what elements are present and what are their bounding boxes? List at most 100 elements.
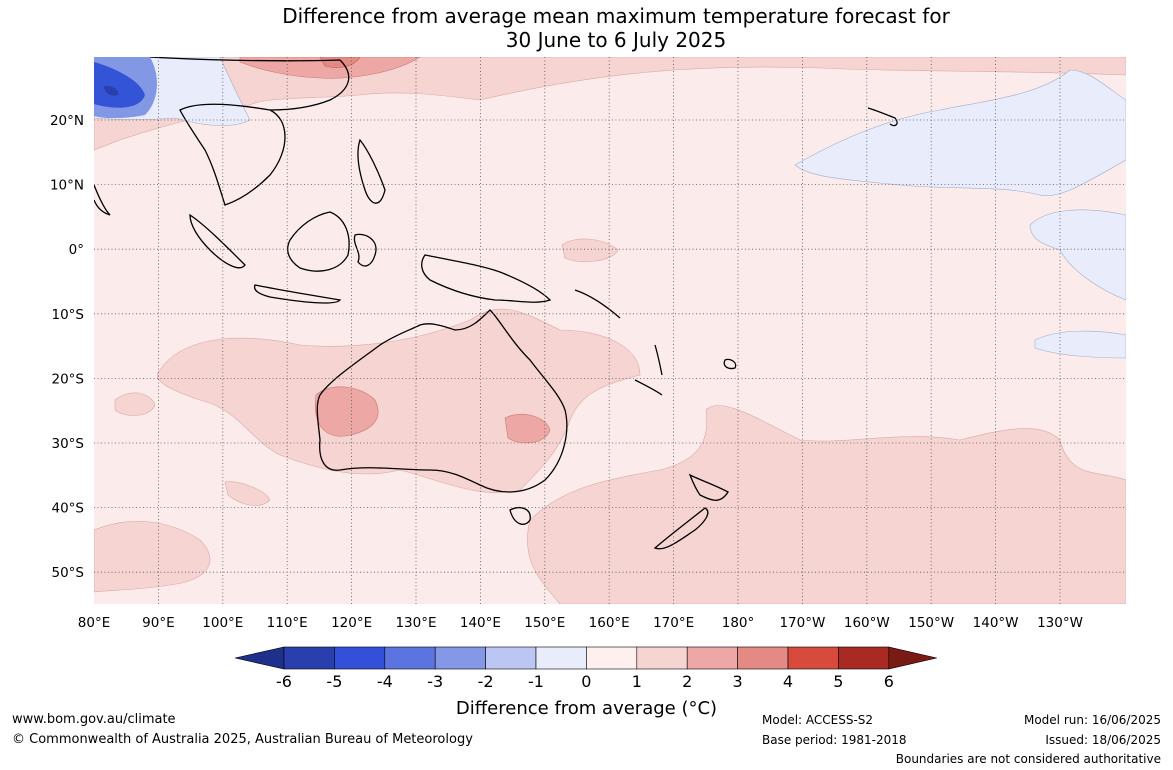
colorbar-tick-label: 3 [733, 672, 743, 691]
lat-tick-label: 10°S [52, 307, 85, 323]
colorbar-swatch [384, 646, 436, 670]
coast-new-caledonia [634, 379, 663, 396]
colorbar-extend-high [888, 646, 937, 670]
colorbar: -6 -5 -4 -3 -2 -1 0 1 2 3 4 5 6 [234, 646, 937, 691]
colorbar-tick-label: 5 [833, 672, 843, 691]
colorbar-tick-label: -4 [377, 672, 393, 691]
anomaly-region-west-indian [94, 521, 211, 593]
lat-tick-label: 20°S [52, 371, 85, 387]
anomaly-region-himalaya-cold3 [104, 85, 119, 96]
anomaly-region-china-warm [239, 57, 421, 79]
lat-tick-label: 20°N [50, 113, 84, 129]
lon-tick-label: 130°W [1037, 615, 1083, 631]
lon-tick-label: 170°W [779, 615, 825, 631]
coast-solomons [574, 289, 621, 319]
colorbar-swatch [535, 646, 587, 670]
anomaly-region-north-pacific-cool [794, 69, 1126, 197]
anomaly-region-china-hot [319, 57, 361, 68]
footer-base-period: Base period: 1981-2018 [762, 733, 907, 747]
coast-vanuatu [654, 344, 663, 376]
colorbar-swatch [586, 646, 638, 670]
footer-url: www.bom.gov.au/climate [12, 712, 176, 727]
anomaly-region-qld-warm [504, 414, 551, 444]
colorbar-swatch [686, 646, 738, 670]
coast-new-zealand-south [653, 507, 709, 550]
lon-tick-label: 90°E [142, 615, 174, 631]
colorbar-swatch [838, 646, 890, 670]
coast-philippines [357, 138, 386, 204]
coast-indochina [179, 103, 286, 206]
colorbar-tick-label: -3 [427, 672, 443, 691]
coast-new-guinea [421, 254, 552, 303]
coastlines [94, 57, 898, 550]
colorbar-tick-label: 1 [632, 672, 642, 691]
lat-tick-label: 10°N [50, 178, 84, 194]
title-line2: 30 June to 6 July 2025 [505, 28, 727, 52]
coast-tasmania [509, 507, 531, 525]
colorbar-swatch [636, 646, 688, 670]
lon-tick-label: 160°W [844, 615, 890, 631]
anomaly-region-wa-warm [314, 386, 379, 437]
colorbar-swatch [334, 646, 386, 670]
colorbar-tick-label: 4 [783, 672, 793, 691]
lat-tick-label: 0° [69, 242, 84, 258]
lat-tick-label: 50°S [52, 565, 85, 581]
coast-fiji [723, 358, 737, 370]
footer-copyright: © Commonwealth of Australia 2025, Austra… [12, 732, 473, 747]
map-title: Difference from average mean maximum tem… [0, 4, 1173, 52]
anomaly-region-himalaya-cold2 [94, 62, 145, 108]
lon-tick-label: 130°E [395, 615, 436, 631]
colorbar-tick-label: -5 [326, 672, 342, 691]
colorbar-extend-low [234, 646, 285, 670]
lon-tick-label: 160°E [589, 615, 630, 631]
lon-tick-label: 80°E [78, 615, 110, 631]
anomaly-region-sea-patch [224, 481, 271, 506]
coast-australia [316, 309, 568, 493]
coast-hawaii [867, 107, 898, 127]
lon-tick-label: 150°E [524, 615, 565, 631]
colorbar-tick-label: -1 [528, 672, 544, 691]
anomaly-region-indian-blob [114, 392, 156, 416]
lon-axis-labels: 80°E 90°E 100°E 110°E 120°E 130°E 140°E 150°E 16… [78, 615, 1083, 631]
footer-boundaries: Boundaries are not considered authoritat… [895, 752, 1161, 766]
lon-tick-label: 120°E [331, 615, 372, 631]
coast-sulawesi [353, 233, 377, 267]
colorbar-swatch [787, 646, 839, 670]
colorbar-tick-label: -6 [276, 672, 292, 691]
lon-tick-label: 100°E [202, 615, 243, 631]
lon-tick-label: 110°E [267, 615, 308, 631]
graticule [94, 57, 1126, 604]
lat-tick-label: 40°S [52, 501, 85, 517]
lat-axis-labels: 20°N 10°N 0° 10°S 20°S 30°S 40°S 50°S [50, 113, 84, 581]
title-line1: Difference from average mean maximum tem… [282, 4, 950, 28]
lon-tick-label: 140°E [460, 615, 501, 631]
colorbar-tick-label: 0 [581, 672, 591, 691]
coast-china [149, 57, 350, 111]
anomaly-region-east-pacific-cool [1029, 209, 1126, 301]
lon-tick-label: 180° [722, 615, 755, 631]
colorbar-title: Difference from average (°C) [455, 698, 718, 719]
lat-tick-label: 30°S [52, 436, 85, 452]
footer-issued: Issued: 18/06/2025 [1045, 733, 1161, 747]
colorbar-tick-label: 6 [884, 672, 894, 691]
anomaly-region-australia [157, 308, 641, 493]
lon-tick-label: 170°E [653, 615, 694, 631]
colorbar-swatch [737, 646, 789, 670]
coast-borneo [287, 211, 350, 272]
lon-tick-label: 140°W [973, 615, 1019, 631]
coast-java [253, 284, 342, 304]
footer-model-run: Model run: 16/06/2025 [1023, 713, 1161, 727]
anomaly-region-south-east-cool [1034, 330, 1126, 359]
colorbar-swatch [485, 646, 537, 670]
anomaly-region-equatorial [561, 238, 619, 263]
map-canvas: 80°E 90°E 100°E 110°E 120°E 130°E 140°E 150°E 16… [50, 57, 1126, 691]
colorbar-tick-label: 2 [682, 672, 692, 691]
anomaly-region-south-pacific [527, 405, 1126, 604]
lon-tick-label: 150°W [908, 615, 954, 631]
footer-model: Model: ACCESS-S2 [762, 713, 874, 727]
colorbar-tick-label: -2 [478, 672, 494, 691]
coast-india-east [94, 184, 111, 216]
colorbar-swatch [434, 646, 486, 670]
coast-new-zealand-north [688, 473, 729, 501]
coast-sumatra [189, 213, 246, 269]
